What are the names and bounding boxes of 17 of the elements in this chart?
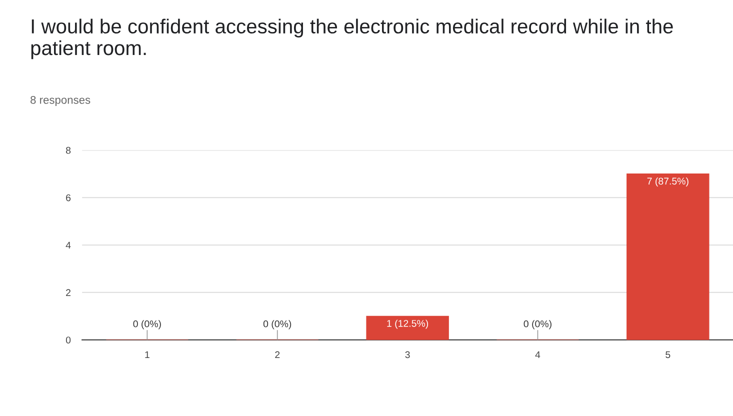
y-tick-label: 4 bbox=[66, 242, 71, 249]
y-tick-label: 6 bbox=[66, 194, 71, 202]
data-label: 7 (87.5%) bbox=[647, 177, 688, 187]
y-tick-label: 8 bbox=[66, 146, 71, 154]
data-label: 0 (0%) bbox=[263, 320, 292, 330]
data-label: 0 (0%) bbox=[133, 320, 161, 330]
x-tick-label: 2 bbox=[275, 351, 280, 358]
x-tick-label: 1 bbox=[145, 351, 150, 358]
x-tick-label: 4 bbox=[535, 351, 540, 358]
x-tick-label: 5 bbox=[666, 351, 670, 358]
y-tick-label: 2 bbox=[66, 289, 70, 296]
chart-subtitle: 8 responses bbox=[30, 96, 90, 106]
x-tick-label: 3 bbox=[405, 351, 410, 358]
y-tick-label: 0 bbox=[66, 336, 71, 344]
data-label: 0 (0%) bbox=[524, 320, 552, 330]
chart-title: I would be confident accessing the electronic medical record while in the patient room. bbox=[31, 18, 673, 60]
data-label: 1 (12.5%) bbox=[387, 320, 428, 329]
